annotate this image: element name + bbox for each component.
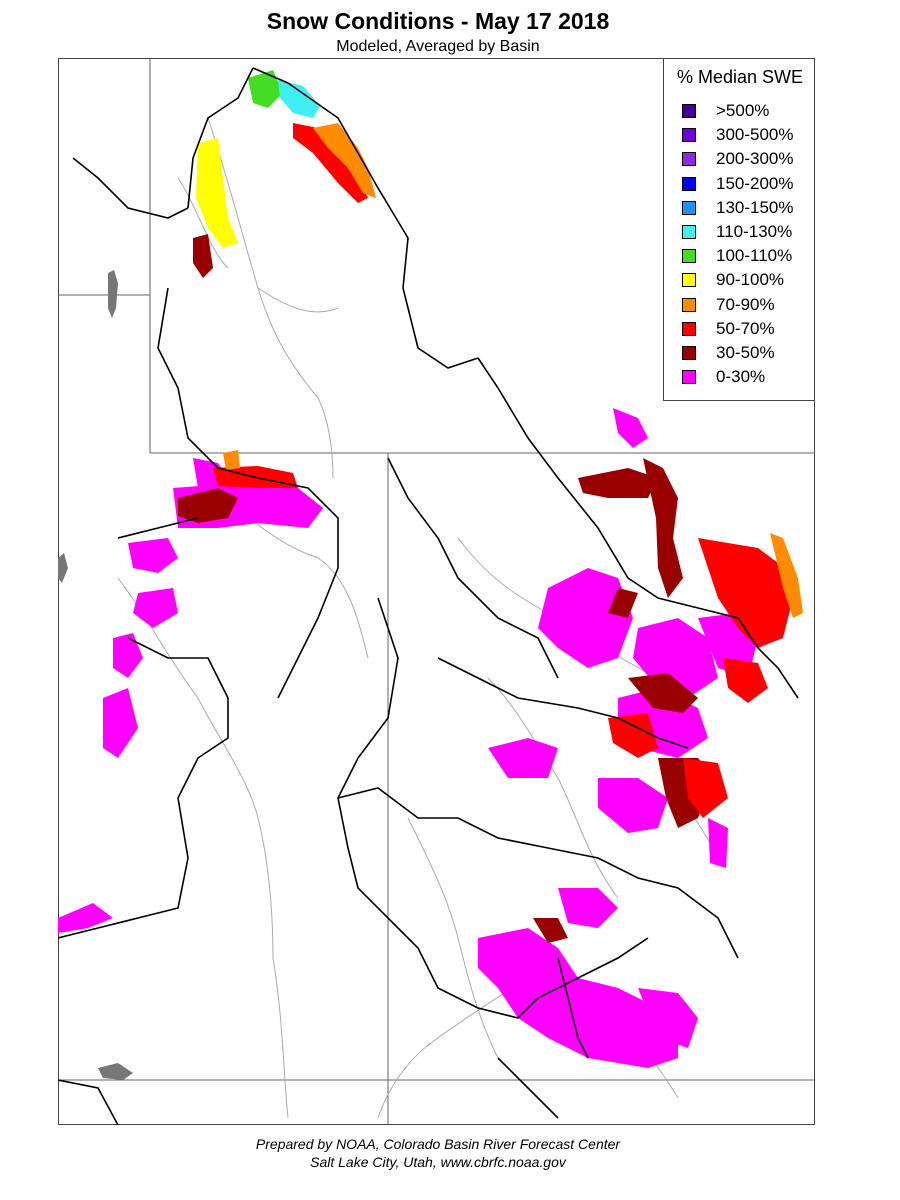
legend-item: 130-150% (682, 196, 794, 220)
legend-item: 30-50% (682, 341, 794, 365)
snow-swe-110-130 (278, 80, 320, 118)
legend-item: 90-100% (682, 268, 794, 292)
legend-title: % Median SWE (676, 67, 804, 87)
legend-swatch (682, 104, 696, 119)
snow-swe-50-70 (213, 123, 793, 818)
legend-swatch (682, 345, 696, 360)
legend-label: 300-500% (716, 125, 794, 145)
legend-swatch (682, 321, 696, 336)
legend-item: >500% (682, 99, 794, 123)
legend-item: 150-200% (682, 172, 794, 196)
legend-label: 100-110% (716, 246, 793, 266)
credit-line-1: Prepared by NOAA, Colorado Basin River F… (255, 1136, 621, 1152)
legend-swatch (682, 273, 696, 288)
legend-label: 90-100% (716, 270, 785, 290)
legend-label: 130-150% (716, 197, 794, 217)
legend-swatch (682, 225, 696, 240)
legend-item: 200-300% (682, 147, 794, 171)
state-borders (58, 58, 815, 1125)
credit-line-2: Salt Lake City, Utah, www.cbrfc.noaa.gov (310, 1154, 566, 1170)
legend-item: 70-90% (682, 293, 794, 317)
legend: % Median SWE >500% 300-500% 200-300% 150-20… (663, 58, 815, 401)
legend-items: >500% 300-500% 200-300% 150-200% 130-150% 110… (682, 99, 794, 389)
legend-swatch (682, 370, 696, 385)
map-frame (58, 58, 815, 1125)
legend-item: 300-500% (682, 123, 794, 147)
legend-label: 50-70% (716, 318, 775, 338)
legend-swatch (682, 200, 696, 215)
legend-label: 200-300% (716, 149, 794, 169)
legend-item: 100-110% (682, 244, 794, 268)
legend-label: 70-90% (716, 294, 775, 314)
snow-swe-70-90 (223, 123, 803, 618)
snow-swe-90-100 (196, 138, 238, 248)
legend-label: 0-30% (716, 367, 766, 387)
legend-swatch (682, 128, 696, 143)
legend-swatch (682, 297, 696, 312)
snow-swe-30-50 (178, 234, 713, 943)
snow-conditions-map (58, 58, 815, 1125)
legend-swatch (682, 249, 696, 264)
snow-swe-100-110 (248, 70, 283, 108)
legend-item: 50-70% (682, 317, 794, 341)
basin-boundaries (58, 67, 799, 1125)
legend-label: 150-200% (716, 173, 794, 193)
legend-item: 0-30% (682, 365, 794, 389)
legend-swatch (682, 152, 696, 167)
map-subtitle: Modeled, Averaged by Basin (336, 38, 540, 55)
legend-swatch (682, 176, 696, 191)
legend-label: 110-130% (716, 222, 793, 242)
legend-label: 30-50% (716, 342, 775, 362)
legend-label: >500% (716, 101, 770, 121)
lakes (58, 270, 133, 1080)
legend-item: 110-130% (682, 220, 794, 244)
map-title: Snow Conditions - May 17 2018 (266, 8, 610, 34)
